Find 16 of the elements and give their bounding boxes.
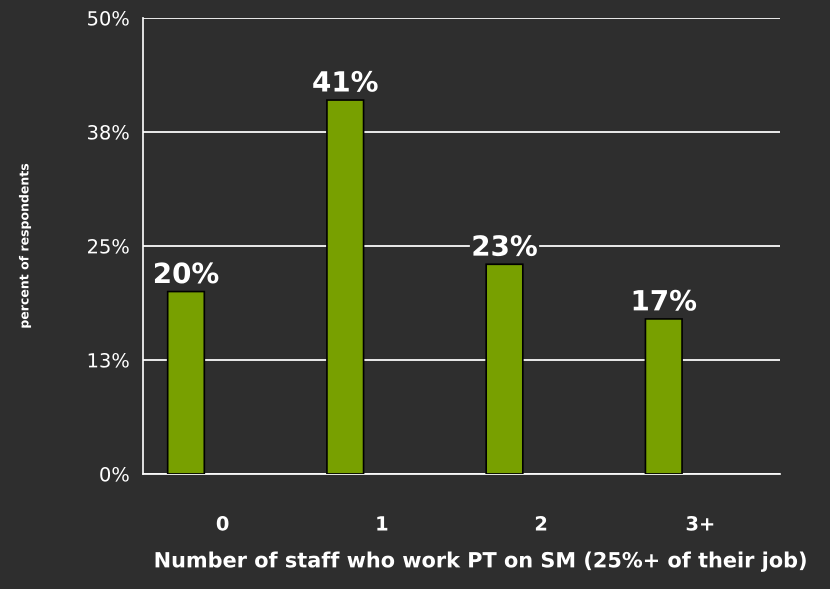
x-axis-title: Number of staff who work PT on SM (25%+ of their job) bbox=[156, 552, 806, 572]
data-label: 17% bbox=[634, 290, 696, 311]
data-label: 20% bbox=[154, 262, 218, 284]
x-tick-label: 0 bbox=[216, 516, 228, 531]
y-axis-title: percent of respondents bbox=[18, 164, 32, 328]
y-tick-label: 38% bbox=[88, 124, 129, 140]
x-tick-label: 3+ bbox=[686, 516, 714, 531]
y-tick-label: 13% bbox=[88, 352, 129, 368]
x-tick-label: 2 bbox=[536, 516, 546, 530]
y-tick-label: 50% bbox=[88, 10, 129, 26]
bar bbox=[485, 263, 524, 474]
data-label: 41% bbox=[313, 70, 378, 92]
data-label: 23% bbox=[473, 235, 537, 256]
y-tick-label: 0% bbox=[100, 466, 129, 482]
x-tick-label: 1 bbox=[377, 516, 388, 530]
y-tick-label: 25% bbox=[88, 238, 129, 254]
